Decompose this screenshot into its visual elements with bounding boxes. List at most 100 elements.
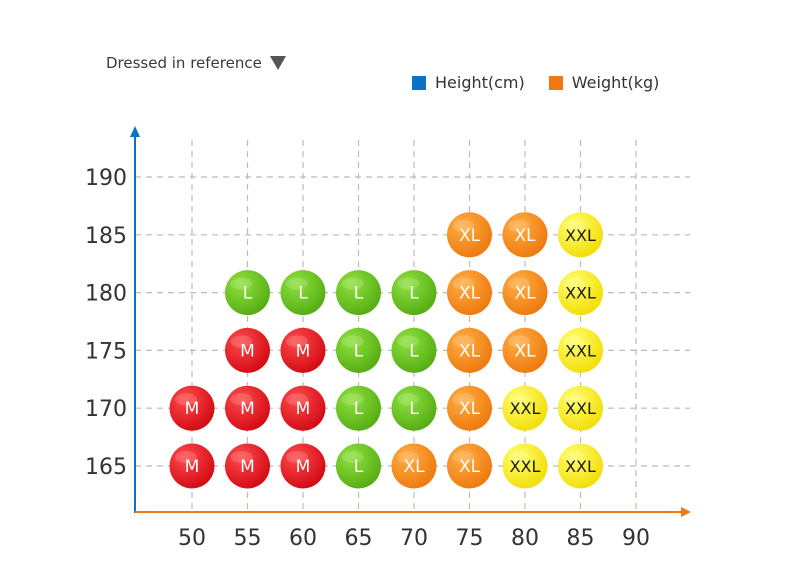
y-tick-label-175: 175 (85, 339, 127, 364)
size-point-m-60-170: M (280, 385, 326, 431)
size-marker-label: XL (459, 226, 481, 246)
size-marker-circle (558, 270, 603, 316)
size-marker-label: L (243, 284, 253, 304)
size-point-m-55-165: M (225, 443, 270, 489)
size-point-m-55-175: M (225, 327, 270, 373)
size-marker-circle (391, 270, 437, 316)
size-marker-circle (447, 443, 492, 489)
size-marker-circle (280, 443, 326, 489)
size-marker-label: M (185, 457, 200, 477)
size-marker-label: L (354, 399, 364, 419)
tick-layer: 165 170 175 180 185 190 50 55 60 65 70 75 80 85 90 (85, 166, 650, 551)
page-title-text: Dressed in reference (106, 54, 262, 72)
x-tick-label-55: 55 (234, 526, 262, 551)
size-point-l-70-175: L (391, 327, 437, 373)
legend-item-height: Height(cm) (412, 73, 525, 92)
size-marker-label: XXL (510, 457, 541, 476)
size-marker-circle (558, 443, 603, 489)
legend-swatch-height (412, 75, 426, 90)
size-marker-highlight (230, 335, 253, 348)
size-point-xxl-85-185: XXL (558, 212, 603, 258)
size-marker-label: XL (514, 226, 536, 246)
size-point-xl-80-185: XL (502, 212, 548, 258)
size-marker-highlight (175, 451, 197, 463)
size-point-m-60-165: M (280, 443, 326, 489)
size-marker-highlight (508, 393, 530, 406)
size-marker-label: XL (514, 284, 536, 304)
size-marker-label: M (296, 341, 311, 361)
size-point-xl-75-185: XL (447, 212, 492, 258)
size-marker-highlight (286, 335, 308, 348)
size-marker-highlight (341, 277, 364, 290)
legend-item-weight: Weight(kg) (548, 73, 659, 92)
size-marker-label: M (296, 399, 311, 419)
size-marker-highlight (341, 451, 364, 463)
x-tick-label-80: 80 (511, 526, 539, 551)
size-marker-label: L (354, 457, 364, 477)
size-point-xxl-85-175: XXL (558, 327, 603, 373)
size-marker-highlight (397, 451, 419, 463)
size-marker-highlight (230, 451, 253, 463)
size-marker-highlight (341, 393, 364, 406)
size-point-xxl-80-170: XXL (502, 385, 548, 431)
size-marker-circle (336, 443, 381, 489)
x-tick-label-85: 85 (567, 526, 595, 551)
size-marker-highlight (508, 219, 530, 232)
y-tick-label-190: 190 (85, 166, 127, 191)
size-marker-label: M (296, 457, 311, 477)
size-marker-circle (558, 327, 603, 373)
size-marker-circle (336, 270, 381, 316)
size-point-xxl-85-165: XXL (558, 443, 603, 489)
size-marker-circle (502, 270, 548, 316)
size-marker-label: XXL (510, 399, 541, 418)
y-tick-label-185: 185 (85, 224, 127, 249)
size-marker-circle (447, 212, 492, 258)
size-point-l-65-180: L (336, 270, 381, 316)
size-marker-circle (169, 443, 215, 489)
size-marker-label: XL (459, 341, 481, 361)
point-layer: XL XL XXL L L L L XL XL XXL M M L L XL XL XXL M M M L L XL XXL X… (169, 212, 603, 489)
size-marker-highlight (452, 393, 475, 406)
size-point-l-60-180: L (280, 270, 326, 316)
size-marker-highlight (397, 393, 419, 406)
size-point-xxl-85-170: XXL (558, 385, 603, 431)
size-marker-label: XXL (565, 226, 596, 245)
size-marker-circle (280, 270, 326, 316)
size-marker-highlight (563, 451, 586, 463)
size-point-l-65-175: L (336, 327, 381, 373)
size-marker-highlight (286, 393, 308, 406)
size-marker-highlight (397, 277, 419, 290)
size-marker-highlight (508, 335, 530, 348)
size-point-xl-70-165: XL (391, 443, 437, 489)
size-point-xxl-80-165: XXL (502, 443, 548, 489)
y-tick-label-170: 170 (85, 397, 127, 422)
size-marker-highlight (452, 219, 475, 232)
size-marker-label: XL (459, 399, 481, 419)
size-point-m-60-175: M (280, 327, 326, 373)
size-point-l-65-165: L (336, 443, 381, 489)
size-point-l-55-180: L (225, 270, 270, 316)
size-marker-circle (225, 385, 270, 431)
size-marker-highlight (286, 451, 308, 463)
y-axis-arrow-icon (130, 126, 140, 137)
size-marker-label: M (240, 399, 255, 419)
size-marker-circle (225, 270, 270, 316)
x-tick-label-50: 50 (178, 526, 206, 551)
size-marker-circle (169, 385, 215, 431)
size-marker-label: XXL (565, 399, 596, 418)
size-marker-highlight (563, 393, 586, 406)
size-marker-circle (280, 385, 326, 431)
size-marker-circle (336, 385, 381, 431)
size-marker-circle (502, 327, 548, 373)
x-tick-label-90: 90 (622, 526, 650, 551)
size-marker-label: L (354, 284, 364, 304)
size-point-xl-75-180: XL (447, 270, 492, 316)
size-marker-circle (502, 443, 548, 489)
size-marker-circle (447, 385, 492, 431)
size-marker-highlight (341, 335, 364, 348)
size-point-l-65-170: L (336, 385, 381, 431)
size-point-l-70-180: L (391, 270, 437, 316)
size-marker-highlight (452, 335, 475, 348)
size-marker-circle (391, 443, 437, 489)
